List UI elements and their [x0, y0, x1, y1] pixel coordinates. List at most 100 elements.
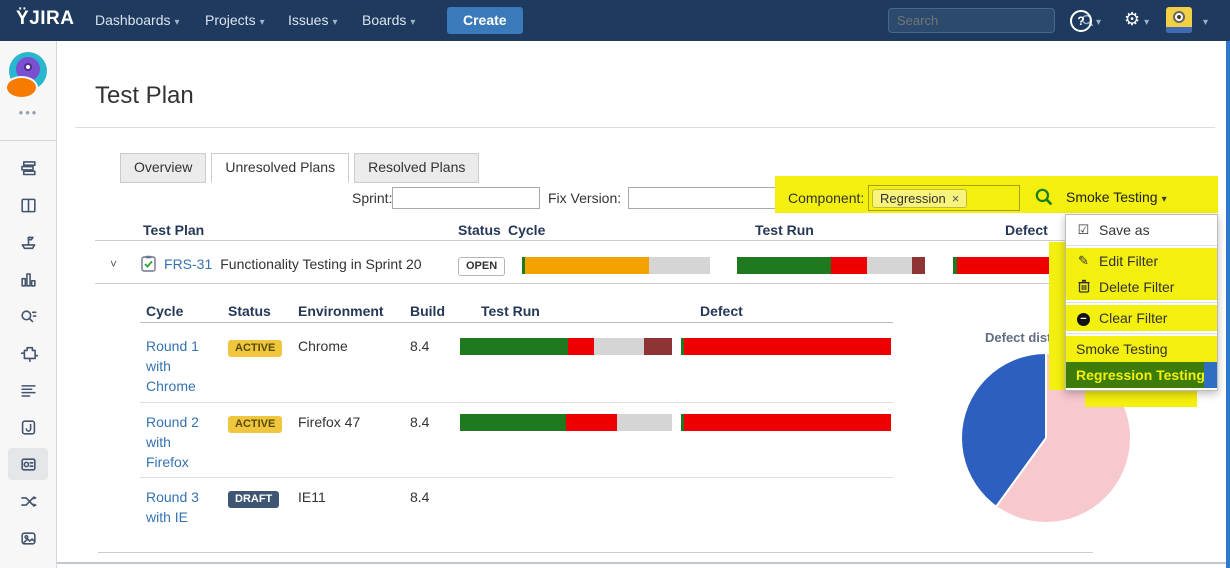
cycle-link[interactable]: Round 1 with Chrome [146, 338, 199, 394]
tab-overview[interactable]: Overview [120, 153, 207, 183]
menu-item-edit-filter[interactable]: ✎ Edit Filter [1066, 248, 1217, 274]
create-button[interactable]: Create [447, 7, 523, 34]
subtable-bottom-divider [98, 552, 1093, 553]
col-test-plan: Test Plan [143, 222, 205, 238]
tab-resolved-plans[interactable]: Resolved Plans [354, 153, 480, 183]
test-run-progress-bar [737, 257, 925, 274]
issue-summary: Functionality Testing in Sprint 20 [220, 255, 422, 272]
releases-icon[interactable] [19, 233, 38, 252]
subcol-build: Build [410, 303, 445, 319]
component-tag: Regression × [872, 188, 968, 208]
subtable-header-divider [140, 322, 893, 323]
help-menu[interactable]: ? ▾ [1070, 10, 1101, 32]
fix-version-label: Fix Version: [548, 190, 622, 206]
nav-dashboards[interactable]: Dashboards ▾ [95, 12, 180, 28]
subcol-test-run: Test Run [481, 303, 540, 319]
environment-cell: Firefox 47 [298, 414, 361, 430]
environment-cell: Chrome [298, 338, 348, 354]
project-avatar[interactable] [5, 52, 47, 99]
board-icon[interactable] [19, 196, 38, 215]
workflow-shuffle-icon[interactable] [19, 492, 38, 511]
gear-icon: ⚙ [1124, 9, 1141, 29]
saved-filter-dropdown-button[interactable]: Smoke Testing ▾ [1066, 189, 1167, 205]
navbar-search [888, 8, 1094, 33]
summary-icon[interactable] [19, 381, 38, 400]
issues-search-icon[interactable] [19, 307, 38, 326]
caret-down-icon: ▾ [259, 17, 265, 28]
plan-row-divider [95, 283, 1095, 284]
page-title: Test Plan [95, 82, 194, 109]
tests-icon[interactable] [19, 455, 38, 474]
jira-logo-mark-icon: Ÿ [16, 8, 30, 29]
fix-version-input[interactable] [628, 187, 778, 209]
cycle-link[interactable]: Round 2 with Firefox [146, 414, 199, 470]
subrow-divider [140, 477, 893, 478]
build-cell: 8.4 [410, 414, 430, 430]
tab-unresolved-plans[interactable]: Unresolved Plans [211, 153, 350, 183]
cycle-link[interactable]: Round 3 with IE [146, 489, 199, 525]
help-icon: ? [1070, 10, 1092, 32]
nav-boards[interactable]: Boards ▾ [362, 12, 416, 28]
collapse-chevron-icon[interactable]: ˅ [110, 256, 118, 271]
caret-down-icon: ▾ [410, 17, 416, 28]
subrow-divider [140, 402, 893, 403]
trash-icon [1076, 279, 1091, 296]
col-defect: Defect [1005, 222, 1048, 238]
defect-progress-bar [681, 414, 891, 431]
caret-down-icon: ▾ [332, 17, 338, 28]
build-cell: 8.4 [410, 489, 430, 505]
user-avatar[interactable] [1166, 7, 1192, 33]
component-input[interactable]: Regression × [868, 185, 1020, 211]
remove-tag-icon[interactable]: × [951, 190, 960, 206]
section-bottom-divider [57, 562, 1226, 564]
col-cycle: Cycle [508, 222, 546, 238]
pages-icon[interactable] [19, 418, 38, 437]
annotation-highlight-band [775, 176, 1218, 213]
cycle-status-badge: DRAFT [228, 489, 280, 508]
top-navbar: ŸJIRA Dashboards ▾ Projects ▾ Issues ▾ Boar… [0, 0, 1230, 41]
menu-item-save-as[interactable]: ☑ Save as [1077, 222, 1150, 238]
annotation-highlight-spill [1085, 389, 1197, 407]
reports-icon[interactable] [19, 270, 38, 289]
filter-search-icon[interactable] [1034, 187, 1054, 210]
issue-key-link[interactable]: FRS-31 [164, 255, 213, 272]
project-avatar-eye [24, 63, 32, 71]
subcol-cycle: Cycle [146, 303, 184, 319]
menu-separator [1066, 302, 1217, 303]
addons-icon[interactable] [19, 344, 39, 363]
jira-logo[interactable]: ŸJIRA [16, 8, 75, 29]
subcol-defect: Defect [700, 303, 743, 319]
col-status: Status [458, 222, 501, 238]
menu-separator [1066, 245, 1217, 246]
plan-row: ˅ FRS-31 Functionality Testing in Sprint… [110, 255, 422, 272]
search-input[interactable] [889, 13, 1081, 28]
sprint-label: Sprint: [352, 190, 393, 206]
sprint-input[interactable] [392, 187, 540, 209]
media-icon[interactable] [19, 529, 38, 548]
caret-down-icon: ▾ [1203, 17, 1209, 28]
user-menu-caret[interactable]: ▾ [1199, 12, 1208, 28]
menu-item-smoke-testing[interactable]: Smoke Testing [1066, 336, 1217, 362]
plan-status-badge: OPEN [458, 256, 506, 276]
component-label: Component: [788, 190, 865, 206]
queues-icon[interactable] [19, 159, 38, 178]
caret-down-icon: ▾ [1161, 194, 1167, 205]
avatar-bib [1166, 27, 1192, 33]
settings-menu[interactable]: ⚙ ▾ [1124, 9, 1149, 30]
sidebar-more-button[interactable]: ••• [18, 105, 39, 120]
test-plan-type-icon [141, 255, 156, 272]
pencil-icon: ✎ [1078, 253, 1089, 268]
nav-issues[interactable]: Issues ▾ [288, 12, 338, 28]
addon-badge [5, 76, 38, 99]
menu-item-delete-filter[interactable]: Delete Filter [1066, 274, 1217, 300]
caret-down-icon: ▾ [174, 17, 180, 28]
project-sidebar: ••• [0, 41, 57, 568]
menu-item-regression-testing[interactable]: Regression Testing [1066, 362, 1217, 388]
cycle-status-badge: ACTIVE [228, 338, 283, 357]
build-cell: 8.4 [410, 338, 430, 354]
cycle-progress-bar [522, 257, 710, 274]
nav-projects[interactable]: Projects ▾ [205, 12, 265, 28]
menu-item-clear-filter[interactable]: − Clear Filter [1066, 305, 1217, 331]
sidebar-divider [0, 140, 56, 141]
